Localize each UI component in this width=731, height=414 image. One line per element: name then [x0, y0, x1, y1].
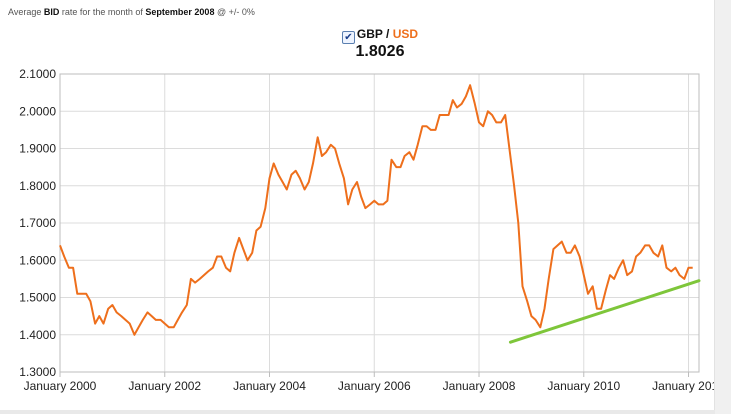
trendline [508, 279, 701, 344]
chart-grid [59, 73, 700, 377]
y-tick-label: 2.0000 [19, 104, 56, 118]
x-tick-label: January 2000 [24, 379, 97, 393]
x-tick-label: January 2012 [652, 379, 725, 393]
chart-caption: Average BID rate for the month of Septem… [8, 7, 255, 17]
x-tick-label: January 2006 [338, 379, 411, 393]
quote-currency: USD [392, 27, 419, 41]
series-line-gbp-usd [59, 84, 693, 336]
vertical-scrollbar[interactable] [714, 0, 731, 414]
caption-mid: rate for the month of [59, 7, 146, 17]
y-tick-label: 1.3000 [19, 365, 56, 379]
caption-month: September 2008 [145, 7, 215, 17]
plot-frame [59, 73, 700, 373]
currency-pair-toggle[interactable]: ✔ GBP / USD [0, 27, 731, 44]
y-tick-label: 1.7000 [19, 216, 56, 230]
x-tick-label: January 2008 [443, 379, 516, 393]
horizontal-scrollbar[interactable] [0, 410, 715, 414]
x-tick-label: January 2004 [233, 379, 306, 393]
y-tick-label: 2.1000 [19, 67, 56, 81]
caption-suffix: @ +/- 0% [214, 7, 255, 17]
x-axis: January 2000 January 2002 January 2004 Janu… [24, 379, 726, 393]
y-tick-label: 1.9000 [19, 142, 56, 156]
caption-prefix: Average [8, 7, 44, 17]
y-tick-label: 1.8000 [19, 179, 56, 193]
checkbox-icon[interactable]: ✔ [341, 31, 355, 44]
caption-bid: BID [43, 7, 60, 17]
x-tick-label: January 2002 [128, 379, 201, 393]
y-tick-label: 1.6000 [19, 253, 56, 267]
current-rate: 1.8026 [355, 43, 405, 60]
base-currency: GBP [356, 27, 383, 41]
pair-separator: / [382, 27, 393, 41]
y-tick-label: 1.4000 [19, 328, 56, 342]
x-tick-label: January 2010 [547, 379, 620, 393]
series-layer [59, 84, 693, 336]
annotation-layer [508, 279, 701, 344]
y-axis: 1.3000 1.4000 1.5000 1.6000 1.7000 1.8000 1.90… [19, 67, 56, 379]
y-tick-label: 1.5000 [19, 291, 56, 305]
